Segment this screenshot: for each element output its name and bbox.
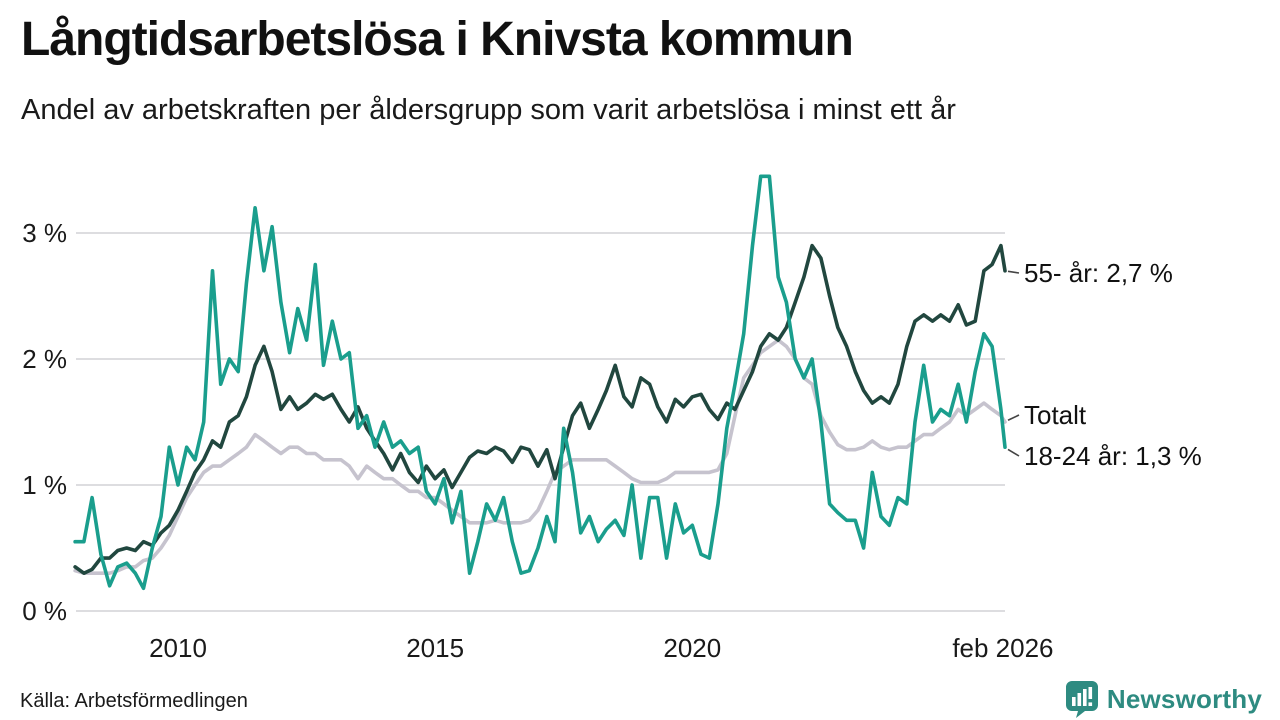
end-label-55- år: 55- år: 2,7 % — [1024, 258, 1173, 288]
newsworthy-bar-chart-bubble-icon — [1065, 681, 1098, 718]
y-tick-label: 0 % — [22, 596, 67, 626]
line-55- år — [73, 243, 1007, 576]
connector-Totalt — [1007, 414, 1020, 421]
connector-18-24 år — [1007, 448, 1020, 457]
newsworthy-logo: Newsworthy — [1065, 680, 1262, 718]
series-end-labels: Totalt 55- år: 2,7 % 18-24 år: 1,3 % — [1024, 258, 1202, 471]
x-tick-label: feb 2026 — [952, 633, 1053, 663]
y-tick-label: 3 % — [22, 218, 67, 248]
series-lines — [73, 174, 1007, 591]
y-tick-label: 2 % — [22, 344, 67, 374]
label-connectors — [1007, 270, 1020, 457]
y-axis-labels: 0 % 1 % 2 % 3 % — [22, 218, 67, 626]
line-Totalt — [73, 338, 1007, 576]
x-axis-labels: 2010 2015 2020 feb 2026 — [149, 633, 1053, 663]
newsworthy-wordmark: Newsworthy — [1106, 683, 1262, 714]
page-title: Långtidsarbetslösa i Knivsta kommun — [21, 13, 854, 66]
x-tick-label: 2010 — [149, 633, 207, 663]
end-label-Totalt: Totalt — [1024, 400, 1087, 430]
x-tick-label: 2020 — [663, 633, 721, 663]
x-tick-label: 2015 — [406, 633, 464, 663]
y-tick-label: 1 % — [22, 470, 67, 500]
end-label-18-24 år: 18-24 år: 1,3 % — [1024, 441, 1202, 471]
page-subtitle: Andel av arbetskraften per åldersgrupp s… — [21, 94, 956, 126]
connector-55- år — [1007, 270, 1020, 274]
line-18-24 år — [73, 174, 1007, 591]
source-caption: Källa: Arbetsförmedlingen — [20, 690, 248, 712]
